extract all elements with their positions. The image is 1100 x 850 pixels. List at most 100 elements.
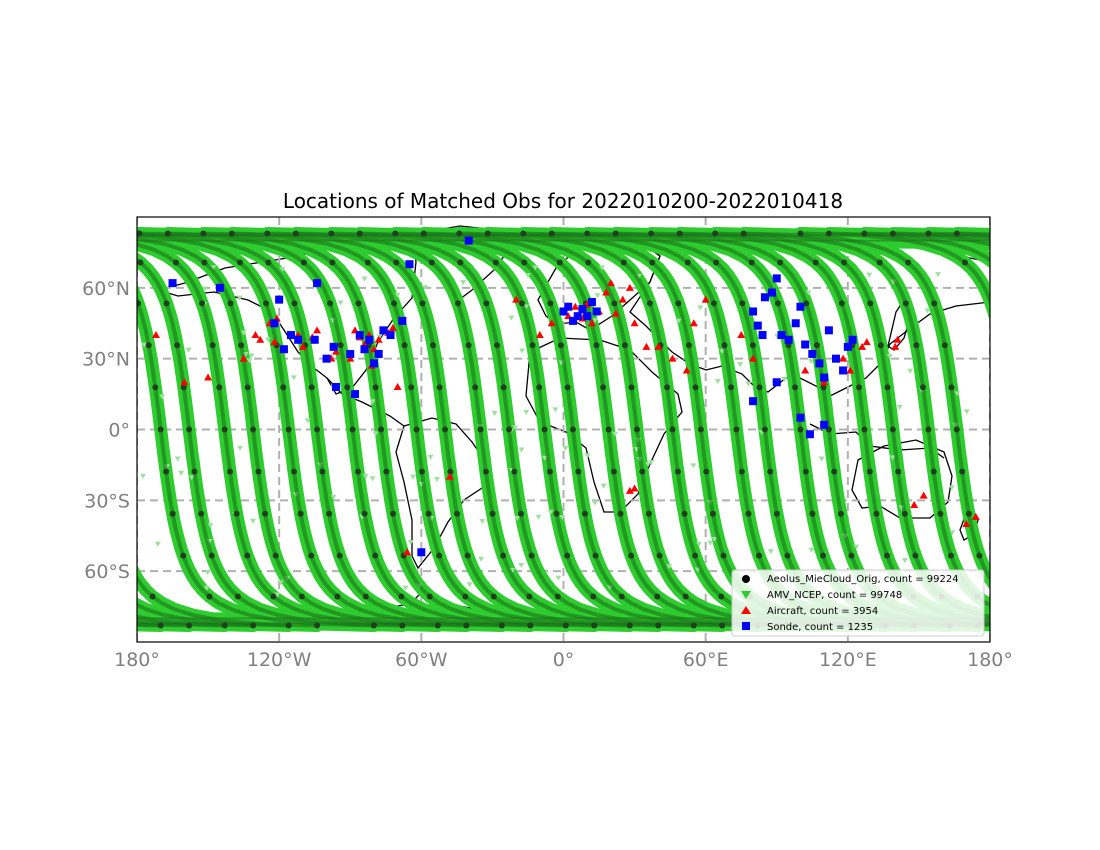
amv-point (523, 409, 530, 415)
aeolus-point (464, 552, 471, 559)
plot-frame (136, 216, 991, 643)
amv-point (203, 585, 210, 591)
aeolus-point (308, 552, 315, 559)
sonde-point (808, 349, 817, 358)
aircraft-point (701, 295, 710, 303)
aircraft-point (346, 354, 355, 362)
sonde-point (753, 321, 762, 330)
amv-point (250, 518, 257, 524)
aeolus-point (820, 552, 827, 559)
amv-point (592, 318, 599, 324)
amv-point (518, 562, 525, 568)
aeolus-point (152, 384, 159, 391)
aeolus-track-core (798, 231, 990, 307)
aircraft-point (618, 295, 627, 303)
aeolus-point (272, 552, 279, 559)
amv-point (525, 273, 532, 279)
amv-point (512, 425, 519, 431)
amv-point (559, 515, 566, 521)
aeolus-point (264, 230, 271, 237)
amv-point (901, 558, 908, 564)
aeolus-point (428, 259, 435, 266)
aircraft-point (910, 501, 919, 509)
x-tick-label: 180° (114, 649, 160, 671)
aircraft-point (256, 335, 265, 343)
aeolus-point (447, 468, 454, 475)
aeolus-point (244, 552, 251, 559)
aeolus-point (756, 384, 763, 391)
aeolus-point (812, 259, 819, 266)
aeolus-point (169, 510, 176, 517)
aircraft-point (571, 302, 580, 310)
aeolus-point (802, 468, 809, 475)
sonde-point (784, 335, 793, 344)
amv-point (514, 515, 521, 521)
amv-point (478, 556, 485, 562)
aircraft-point (689, 319, 698, 327)
aeolus-point (605, 426, 612, 433)
aeolus-point (825, 230, 832, 237)
sonde-point (168, 279, 177, 288)
aeolus-point (442, 426, 449, 433)
aeolus-point (180, 384, 187, 391)
aeolus-point (511, 468, 518, 475)
amv-point (711, 537, 718, 543)
aeolus-point (610, 468, 617, 475)
amv-point (274, 592, 281, 598)
sonde-point (355, 331, 364, 340)
aircraft-point (630, 319, 639, 327)
aeolus-point (720, 552, 727, 559)
aeolus-point (740, 230, 747, 237)
aeolus-point (856, 384, 863, 391)
aeolus-point (546, 468, 553, 475)
aeolus-point (255, 468, 262, 475)
aeolus-point (569, 426, 576, 433)
aircraft-point (642, 342, 651, 350)
aeolus-point (792, 384, 799, 391)
aircraft-point (625, 283, 634, 291)
amv-point (407, 540, 414, 546)
amv-point (460, 280, 467, 286)
aeolus-point (941, 342, 948, 349)
aeolus-point (455, 300, 462, 307)
sonde-point (329, 342, 338, 351)
aeolus-point (227, 300, 234, 307)
amv-point (433, 477, 440, 483)
aircraft-point (204, 373, 213, 381)
aeolus-point (541, 426, 548, 433)
amv-point (491, 410, 498, 416)
aeolus-point (364, 259, 371, 266)
aeolus-point (521, 259, 528, 266)
sonde-point (843, 342, 852, 351)
aeolus-point (948, 384, 955, 391)
y-tick-label: 30°N (82, 349, 130, 371)
aeolus-point (703, 468, 710, 475)
aeolus-point (137, 259, 144, 266)
aeolus-point (728, 384, 735, 391)
aeolus-point (349, 426, 356, 433)
aeolus-point (748, 259, 755, 266)
aeolus-point (285, 426, 292, 433)
sonde-point (820, 373, 829, 382)
aeolus-point (749, 342, 756, 349)
aeolus-point (761, 426, 768, 433)
aeolus-point (263, 300, 270, 307)
aircraft-point (251, 331, 260, 339)
legend-box (731, 569, 985, 637)
aeolus-point (164, 230, 171, 237)
sonde-point (417, 548, 426, 557)
aeolus-point (867, 300, 874, 307)
aeolus-point (492, 259, 499, 266)
aeolus-point (575, 468, 582, 475)
aeolus-point (329, 259, 336, 266)
amv-point (555, 575, 562, 581)
aeolus-point (361, 510, 368, 517)
aeolus-point (733, 426, 740, 433)
aeolus-point (326, 510, 333, 517)
aeolus-point (483, 300, 490, 307)
aeolus-point (581, 510, 588, 517)
aeolus-point (520, 230, 527, 237)
amv-point (427, 454, 434, 460)
legend-label-sonde: Sonde, count = 1235 (767, 622, 873, 633)
